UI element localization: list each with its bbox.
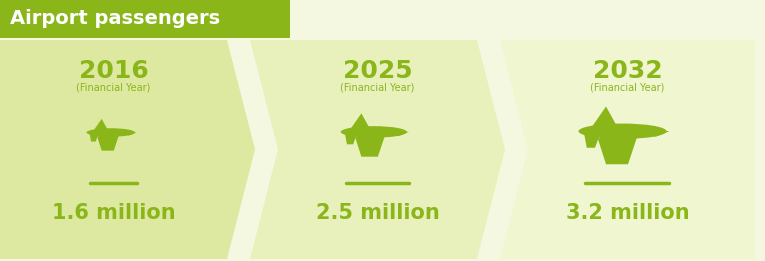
Polygon shape (250, 40, 505, 259)
Text: 3.2 million: 3.2 million (565, 203, 689, 223)
Polygon shape (584, 133, 601, 148)
Text: 1.6 million: 1.6 million (52, 203, 175, 223)
Text: Airport passengers: Airport passengers (10, 9, 220, 28)
Text: 2025: 2025 (343, 59, 412, 83)
Text: (Financial Year): (Financial Year) (76, 82, 151, 92)
Text: (Financial Year): (Financial Year) (340, 82, 415, 92)
Polygon shape (597, 131, 639, 164)
Ellipse shape (340, 126, 407, 138)
Polygon shape (90, 133, 99, 141)
Polygon shape (647, 130, 669, 137)
Text: (Financial Year): (Financial Year) (591, 82, 665, 92)
Polygon shape (355, 132, 386, 157)
Text: 2.5 million: 2.5 million (316, 203, 439, 223)
Polygon shape (500, 40, 755, 259)
Polygon shape (351, 113, 369, 128)
Ellipse shape (86, 128, 135, 137)
Polygon shape (592, 106, 617, 126)
Polygon shape (97, 133, 120, 151)
Polygon shape (125, 132, 136, 135)
FancyBboxPatch shape (0, 0, 290, 38)
Text: 2016: 2016 (79, 59, 148, 83)
Polygon shape (0, 40, 255, 259)
Polygon shape (94, 119, 108, 130)
Polygon shape (345, 133, 357, 144)
Polygon shape (392, 131, 409, 136)
Ellipse shape (578, 123, 666, 139)
Text: 2032: 2032 (593, 59, 662, 83)
